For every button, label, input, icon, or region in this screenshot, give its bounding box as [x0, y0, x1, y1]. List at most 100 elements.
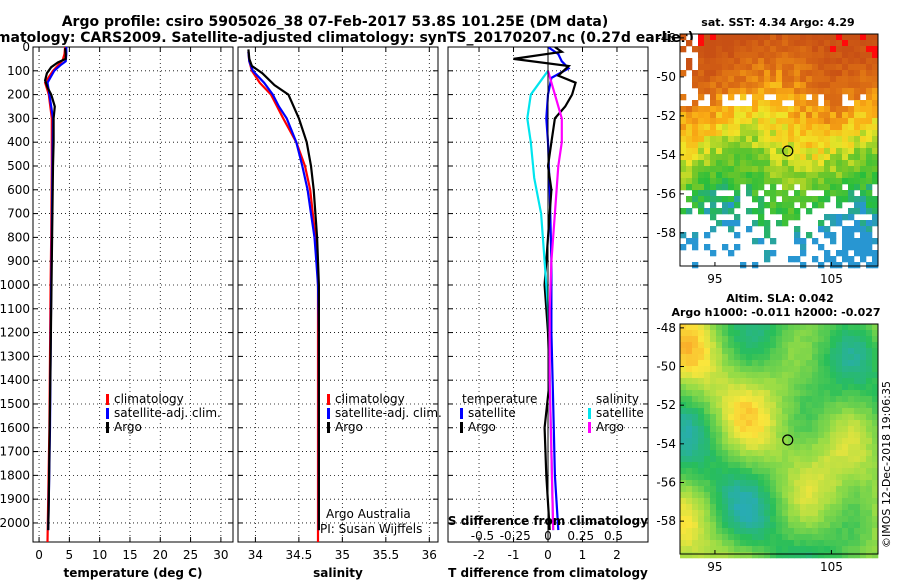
map-cell [770, 402, 777, 409]
map-cell [692, 70, 699, 77]
map-cell [752, 486, 759, 493]
map-cell [866, 190, 873, 197]
map-cell [680, 46, 687, 53]
map-cell [788, 366, 795, 373]
map-cell [746, 444, 753, 451]
map-cell [764, 142, 771, 149]
map-cell [722, 540, 729, 547]
map-cell [752, 468, 759, 475]
map-cell [710, 160, 717, 167]
map-cell [698, 420, 705, 427]
series-line-temperature-satellite [545, 47, 571, 531]
map-cell [866, 486, 873, 493]
map-cell [848, 342, 855, 349]
map-cell [812, 58, 819, 65]
map-cell [800, 58, 807, 65]
map-cell [830, 142, 837, 149]
map-cell [722, 510, 729, 517]
map-cell [758, 34, 765, 41]
top-x-tick-label: -0.5 [471, 529, 494, 543]
map-cell [758, 40, 765, 47]
map-cell [872, 112, 879, 119]
map-cell [704, 360, 711, 367]
map-cell [782, 540, 789, 547]
map-cell [722, 498, 729, 505]
map-cell [788, 202, 795, 209]
map-cell [698, 546, 705, 553]
map-cell [848, 516, 855, 523]
map-cell [872, 262, 879, 269]
map-cell [692, 444, 699, 451]
map-cell [854, 336, 861, 343]
map-cell [740, 142, 747, 149]
map-cell [806, 516, 813, 523]
map-cell [770, 444, 777, 451]
map-cell [806, 76, 813, 83]
map-cell [722, 396, 729, 403]
map-cell [788, 112, 795, 119]
map-cell [752, 474, 759, 481]
legend-swatch [106, 408, 109, 419]
map-cell [830, 70, 837, 77]
map-cell [704, 34, 711, 41]
map-cell [686, 208, 693, 215]
map-cell [800, 40, 807, 47]
map-cell [710, 492, 717, 499]
map-cell [782, 154, 789, 161]
map-cell [848, 34, 855, 41]
map-cell [782, 190, 789, 197]
map-cell [764, 552, 771, 559]
map-cell [788, 402, 795, 409]
map-cell [830, 372, 837, 379]
map-cell [836, 372, 843, 379]
map-cell [800, 378, 807, 385]
map-cell [866, 402, 873, 409]
map-cell [746, 468, 753, 475]
map-cell [746, 58, 753, 65]
map-cell [716, 208, 723, 215]
map-cell [740, 348, 747, 355]
map-cell [728, 396, 735, 403]
map-cell [872, 142, 879, 149]
map-cell [716, 540, 723, 547]
map-cell [818, 166, 825, 173]
map-cell [782, 342, 789, 349]
map-cell [710, 534, 717, 541]
map-cell [860, 148, 867, 155]
map-cell [716, 342, 723, 349]
map-cell [830, 462, 837, 469]
map-cell [758, 238, 765, 245]
map-cell [680, 528, 687, 535]
x-tick-label: 36 [422, 548, 437, 562]
map-y-tick-label: -48 [656, 31, 676, 45]
map-cell [710, 342, 717, 349]
map-cell [842, 426, 849, 433]
map-cell [710, 172, 717, 179]
map-cell [830, 342, 837, 349]
map-cell [872, 468, 879, 475]
series-line-argo [247, 49, 320, 531]
map-cell [812, 366, 819, 373]
map-cell [866, 498, 873, 505]
map-cell [716, 396, 723, 403]
map-cell [710, 64, 717, 71]
map-cell [698, 166, 705, 173]
map-cell [800, 366, 807, 373]
map-cell [860, 154, 867, 161]
map-cell [830, 414, 837, 421]
map-cell [824, 160, 831, 167]
map-cell [686, 540, 693, 547]
map-cell [758, 444, 765, 451]
map-cell [842, 40, 849, 47]
map-cell [704, 336, 711, 343]
map-cell [722, 390, 729, 397]
map-cell [866, 420, 873, 427]
map-cell [680, 342, 687, 349]
map-cell [716, 160, 723, 167]
map-cell [746, 112, 753, 119]
map-cell [704, 354, 711, 361]
map-cell [842, 390, 849, 397]
map-cell [758, 426, 765, 433]
map-cell [782, 76, 789, 83]
map-cell [836, 516, 843, 523]
